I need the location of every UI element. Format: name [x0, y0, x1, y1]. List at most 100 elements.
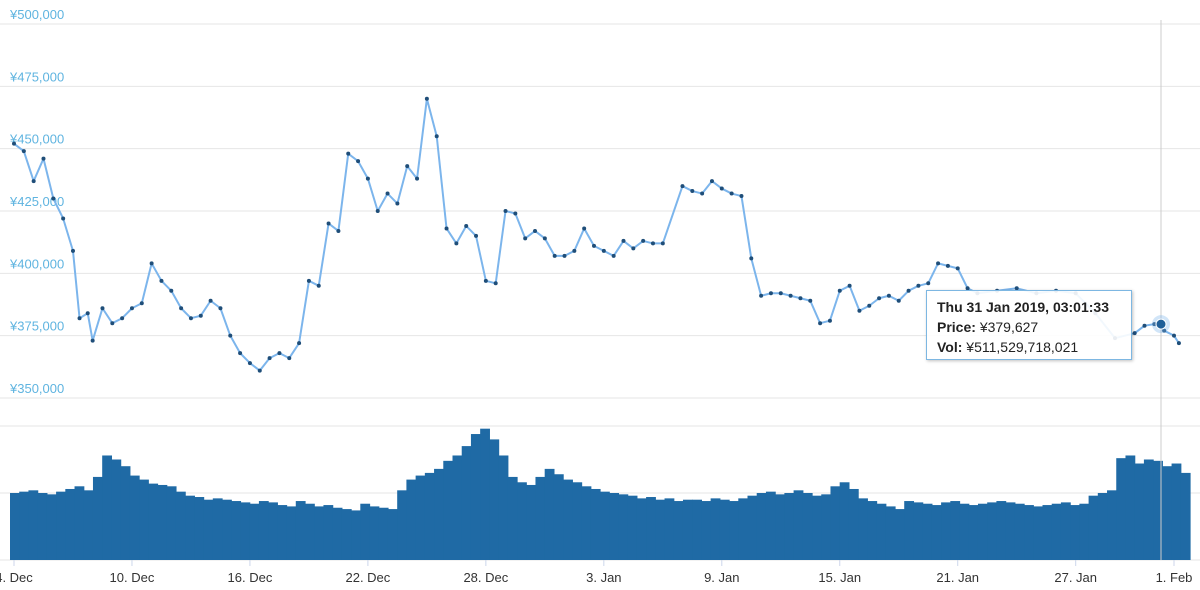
price-point[interactable] [267, 356, 272, 361]
price-point[interactable] [1172, 333, 1176, 338]
price-point[interactable] [955, 266, 960, 271]
price-point[interactable] [572, 248, 577, 253]
price-point[interactable] [798, 296, 803, 301]
price-point[interactable] [346, 151, 351, 156]
price-point[interactable] [356, 159, 361, 164]
price-point[interactable] [926, 281, 931, 286]
price-point[interactable] [493, 281, 498, 286]
price-point[interactable] [51, 196, 56, 201]
price-point[interactable] [778, 291, 783, 296]
price-point[interactable] [228, 333, 233, 338]
price-point[interactable] [474, 233, 479, 238]
price-point[interactable] [159, 278, 164, 283]
price-point[interactable] [247, 361, 252, 366]
price-point[interactable] [523, 236, 528, 241]
price-point[interactable] [641, 238, 646, 243]
price-point[interactable] [837, 288, 842, 293]
price-point[interactable] [198, 313, 203, 318]
price-point[interactable] [542, 236, 547, 241]
price-point[interactable] [61, 216, 66, 221]
price-point[interactable] [582, 226, 587, 231]
price-point[interactable] [257, 368, 262, 373]
price-point[interactable] [827, 318, 832, 323]
price-point[interactable] [877, 296, 882, 301]
price-point[interactable] [31, 179, 36, 184]
price-point[interactable] [503, 209, 508, 213]
price-point[interactable] [533, 228, 538, 233]
price-point[interactable] [660, 241, 665, 246]
price-point[interactable] [306, 278, 311, 283]
price-point[interactable] [886, 293, 891, 298]
price-point[interactable] [906, 288, 911, 293]
price-point[interactable] [788, 293, 793, 298]
price-point[interactable] [965, 286, 970, 291]
price-point[interactable] [936, 261, 941, 266]
price-point[interactable] [77, 316, 82, 321]
price-point[interactable] [21, 149, 26, 154]
price-point[interactable] [945, 263, 950, 268]
price-point[interactable] [611, 253, 616, 258]
price-point[interactable] [12, 141, 16, 146]
price-point[interactable] [601, 248, 606, 253]
price-point[interactable] [129, 306, 134, 311]
price-point[interactable] [238, 351, 243, 356]
price-point[interactable] [808, 298, 813, 303]
price-point[interactable] [562, 253, 567, 258]
price-point[interactable] [513, 211, 518, 216]
price-point[interactable] [847, 283, 852, 288]
price-point[interactable] [690, 189, 695, 194]
price-point[interactable] [768, 291, 773, 296]
price-point[interactable] [316, 283, 321, 288]
price-point[interactable] [326, 221, 331, 226]
price-point[interactable] [149, 261, 154, 266]
price-point[interactable] [896, 298, 901, 303]
price-point[interactable] [759, 293, 764, 298]
price-point[interactable] [916, 283, 921, 288]
price-point[interactable] [110, 321, 115, 326]
price-point[interactable] [100, 306, 105, 311]
price-point[interactable] [1014, 286, 1019, 291]
price-point[interactable] [700, 191, 705, 196]
price-point[interactable] [454, 241, 459, 246]
price-point[interactable] [120, 316, 125, 321]
price-point[interactable] [415, 176, 420, 181]
price-point[interactable] [1176, 341, 1181, 346]
price-point[interactable] [464, 223, 469, 228]
price-point[interactable] [1132, 331, 1137, 336]
price-point[interactable] [857, 308, 862, 313]
price-point[interactable] [729, 191, 734, 196]
price-point[interactable] [287, 356, 292, 361]
price-point[interactable] [385, 191, 390, 196]
price-point[interactable] [739, 194, 744, 199]
price-point[interactable] [867, 303, 872, 308]
price-point[interactable] [375, 209, 380, 213]
price-point[interactable] [621, 238, 626, 243]
price-point[interactable] [85, 311, 90, 316]
price-point[interactable] [592, 243, 596, 248]
price-point[interactable] [41, 156, 46, 161]
price-point[interactable] [405, 164, 410, 169]
price-point[interactable] [818, 321, 823, 326]
price-point[interactable] [483, 278, 488, 283]
price-point[interactable] [1152, 322, 1157, 327]
price-point[interactable] [1162, 328, 1167, 333]
price-point[interactable] [680, 184, 685, 189]
price-point[interactable] [1142, 323, 1147, 328]
price-point[interactable] [749, 256, 754, 261]
price-point[interactable] [188, 316, 193, 321]
price-point[interactable] [90, 338, 95, 343]
price-point[interactable] [179, 306, 184, 311]
price-point[interactable] [631, 246, 636, 251]
price-point[interactable] [424, 96, 429, 101]
price-point[interactable] [277, 351, 282, 356]
price-point[interactable] [444, 226, 449, 231]
price-point[interactable] [709, 179, 714, 184]
price-point[interactable] [434, 134, 439, 139]
price-point[interactable] [169, 288, 174, 293]
price-point[interactable] [365, 176, 370, 181]
price-point[interactable] [650, 241, 655, 246]
price-point[interactable] [70, 248, 75, 253]
price-point[interactable] [395, 201, 400, 206]
price-point[interactable] [336, 228, 341, 233]
